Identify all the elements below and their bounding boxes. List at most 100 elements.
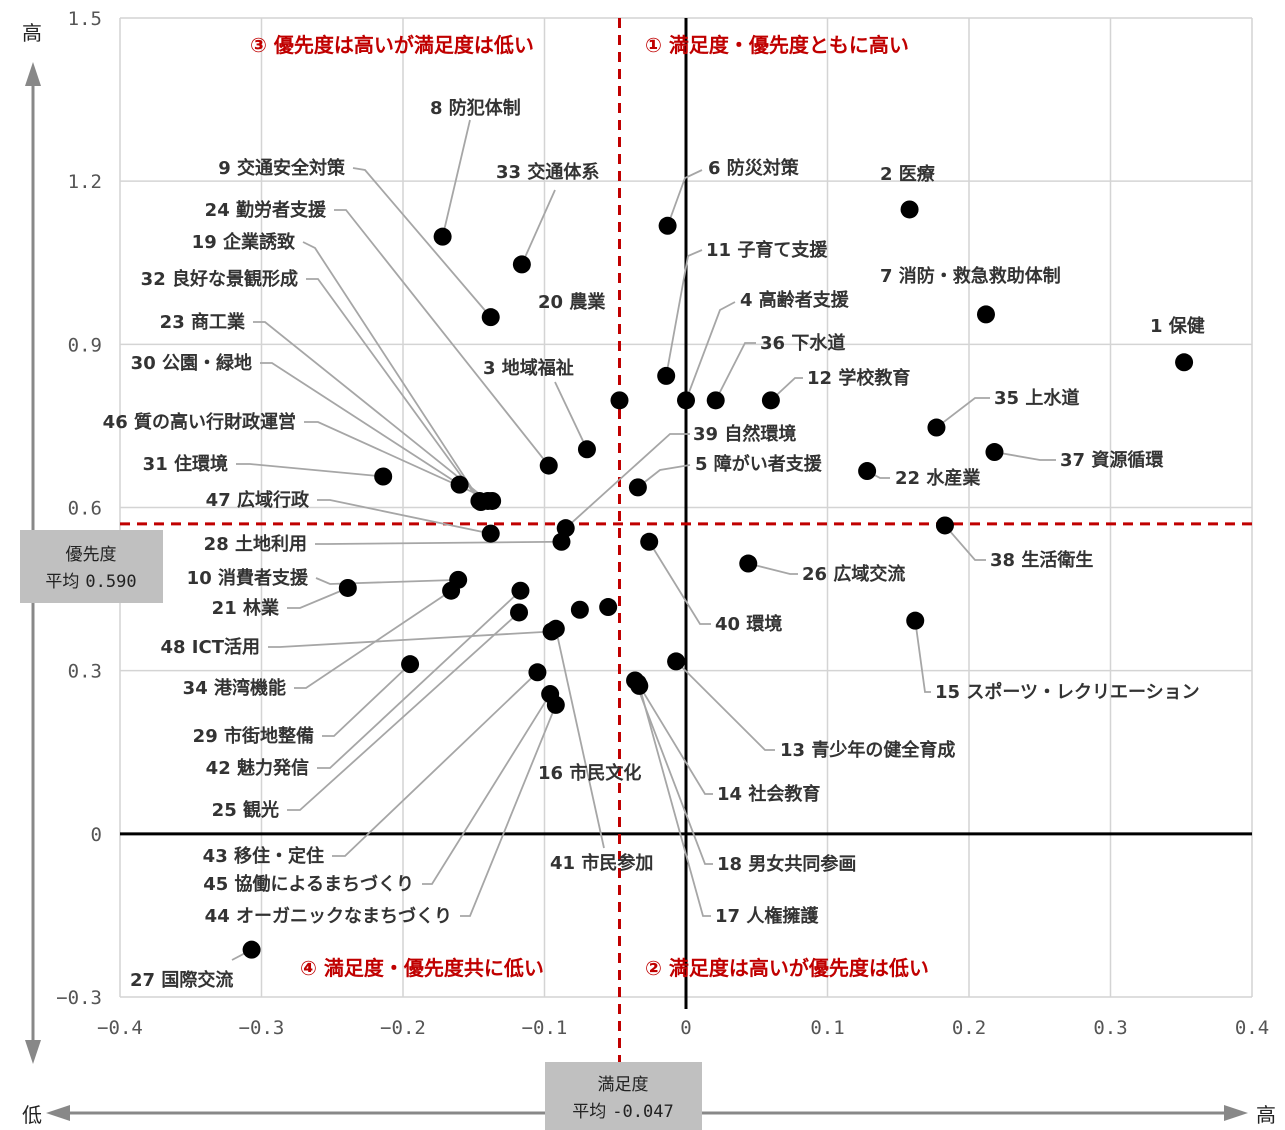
leader-line	[460, 704, 557, 917]
leader-line	[638, 685, 711, 917]
data-point	[541, 685, 560, 704]
point-label: 35 上水道	[994, 387, 1079, 409]
leader-line	[521, 189, 556, 265]
y-tick-label: 1.5	[68, 8, 102, 30]
quadrant-4-label: ④ 満足度・優先度共に低い	[300, 956, 544, 980]
arrow-right-icon	[1224, 1105, 1248, 1121]
x-tick-label: 0.3	[1093, 1017, 1127, 1039]
x-tick-label: 0.2	[952, 1017, 986, 1039]
data-point	[512, 255, 531, 274]
data-point	[900, 200, 919, 219]
point-label: 22 水産業	[895, 467, 981, 489]
point-label: 23 商工業	[160, 311, 246, 333]
data-point	[761, 391, 780, 410]
leader-line	[315, 540, 562, 545]
point-label: 9 交通安全対策	[218, 157, 346, 179]
data-point	[976, 305, 995, 324]
point-label: 30 公園・緑地	[131, 352, 252, 374]
leader-line	[332, 671, 539, 857]
x-tick-label: 0	[680, 1017, 691, 1039]
data-point	[511, 581, 530, 600]
point-label: 40 環境	[715, 613, 782, 635]
quadrant-3-label: ③ 優先度は高いが満足度は低い	[250, 33, 534, 57]
x-average-title: 満足度	[598, 1075, 649, 1095]
point-label: 31 住環境	[143, 453, 228, 475]
point-label: 26 広域交流	[802, 563, 905, 585]
arrow-down-icon	[25, 1040, 41, 1064]
data-point	[927, 418, 946, 437]
leader-line	[637, 464, 691, 489]
data-point	[542, 622, 561, 641]
data-point	[556, 519, 575, 538]
data-point	[470, 491, 489, 510]
leader-line	[554, 628, 605, 849]
data-point	[539, 456, 558, 475]
leader-line	[352, 167, 492, 318]
data-point	[1175, 353, 1194, 372]
leader-line	[441, 119, 471, 237]
y-tick-label: 0	[91, 824, 102, 846]
point-label: 36 下水道	[760, 332, 845, 354]
data-point	[640, 532, 659, 551]
point-label: 41 市民参加	[550, 852, 653, 874]
point-label: 6 防災対策	[708, 157, 800, 179]
leader-line	[748, 562, 798, 575]
data-point	[610, 391, 629, 410]
point-label: 18 男女共同参画	[717, 853, 856, 875]
y-tick-label: −0.3	[56, 987, 102, 1009]
point-label: 38 生活衛生	[990, 549, 1093, 571]
leader-line	[253, 321, 489, 502]
y-tick-label: 0.3	[68, 661, 102, 683]
y-tick-label: 0.6	[68, 498, 102, 520]
quadrant-2-label: ② 満足度は高いが優先度は低い	[645, 956, 929, 980]
data-point	[626, 671, 645, 690]
leader-line	[317, 590, 522, 769]
point-label: 12 学校教育	[807, 367, 910, 389]
data-point	[858, 462, 877, 481]
quadrant-1-label: ① 満足度・優先度ともに高い	[645, 33, 909, 57]
tick-labels: −0.4 −0.3 −0.2 −0.1 0 0.1 0.2 0.3 0.4 1.5 1.2 0.9 0.…	[56, 8, 1269, 1039]
leader-line	[565, 433, 690, 529]
leader-line	[287, 587, 349, 609]
leader-line	[648, 541, 711, 625]
point-label: 2 医療	[880, 163, 936, 185]
leader-line	[294, 589, 452, 689]
leader-line	[315, 577, 459, 585]
data-point	[599, 598, 618, 617]
point-label: 27 国際交流	[130, 969, 233, 991]
data-point	[442, 581, 461, 600]
average-lines	[120, 18, 1252, 1062]
leader-line	[770, 377, 803, 402]
leader-line	[302, 241, 482, 503]
point-label: 29 市街地整備	[193, 725, 314, 747]
x-average-value: 平均 -0.047	[572, 1102, 673, 1122]
point-label: 19 企業誘致	[192, 231, 296, 253]
data-point	[338, 578, 357, 597]
point-label: 17 人権擁護	[715, 905, 819, 927]
data-point	[739, 554, 758, 573]
data-point	[401, 655, 420, 674]
leader-line	[665, 249, 703, 377]
leader-line	[554, 381, 588, 450]
point-label: 11 子育て支援	[706, 239, 828, 261]
x-axis-high-label: 高	[1256, 1103, 1276, 1127]
data-point	[510, 603, 529, 622]
leader-line	[914, 620, 931, 693]
leader-line	[675, 660, 775, 751]
leader-line	[994, 451, 1056, 461]
point-label: 14 社会教育	[717, 783, 820, 805]
zero-axes	[120, 18, 1252, 1009]
point-label: 34 港湾機能	[183, 677, 286, 699]
x-tick-label: −0.1	[522, 1017, 568, 1039]
data-point	[433, 227, 452, 246]
leader-line	[236, 463, 384, 478]
leader-line	[634, 680, 713, 865]
y-average-title: 優先度	[66, 545, 117, 565]
leader-line	[260, 362, 461, 486]
point-label: 10 消費者支援	[187, 567, 309, 589]
point-label: 42 魅力発信	[206, 757, 309, 779]
data-point	[570, 600, 589, 619]
y-tick-label: 0.9	[68, 334, 102, 356]
point-label: 46 質の高い行財政運営	[103, 411, 296, 433]
point-label: 43 移住・定住	[203, 845, 324, 867]
